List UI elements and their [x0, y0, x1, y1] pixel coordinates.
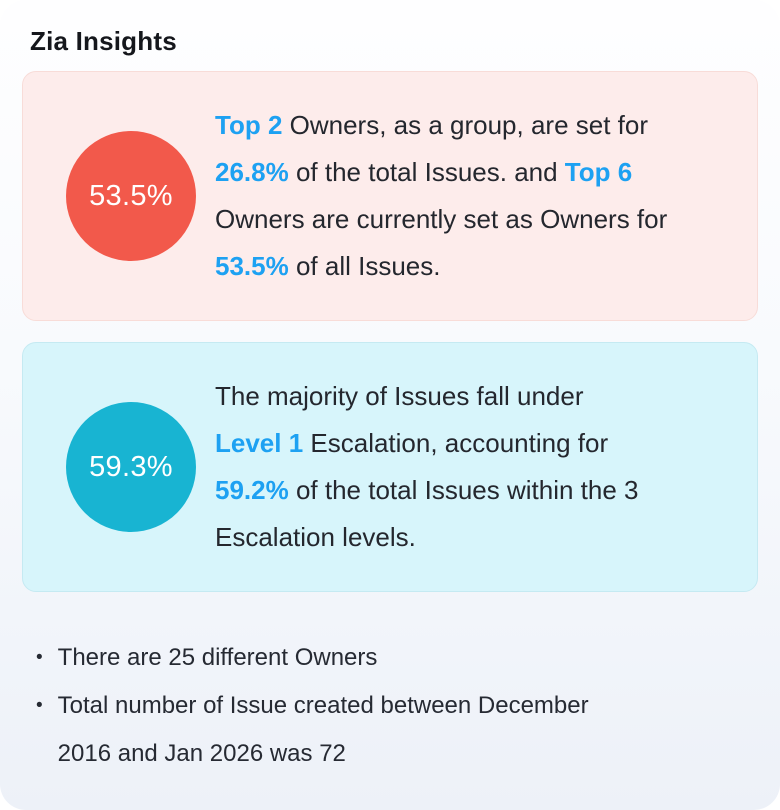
bullet-dot-icon: •	[36, 647, 43, 668]
escalation-percent-value: 59.3%	[89, 450, 173, 483]
plain-text: Escalation levels.	[215, 522, 416, 552]
bullet-item: • Total number of Issue created between D…	[36, 682, 780, 778]
highlight-text: Level 1	[215, 428, 304, 458]
insight-card-escalation: 59.3% The majority of Issues fall under L…	[22, 342, 758, 592]
summary-bullet-list: • There are 25 different Owners • Total num…	[0, 634, 780, 778]
bullet-text: Total number of Issue created between De…	[57, 692, 589, 767]
insight-card-owners: 53.5% Top 2 Owners, as a group, are set …	[22, 71, 758, 321]
plain-text: Owners are currently set as Owners for	[215, 204, 668, 234]
highlight-text: 26.8%	[215, 157, 289, 187]
page-title: Zia Insights	[30, 26, 177, 56]
owners-insight-text: Top 2 Owners, as a group, are set for 26.…	[215, 102, 755, 290]
plain-text: of the total Issues within the 3	[288, 475, 639, 505]
plain-text: Escalation, accounting for	[303, 428, 609, 458]
bullet-item: • There are 25 different Owners	[36, 634, 780, 682]
escalation-insight-text: The majority of Issues fall under Level 1…	[215, 373, 755, 561]
highlight-text: 53.5%	[215, 251, 289, 281]
owners-percent-value: 53.5%	[89, 179, 173, 212]
bullet-text: There are 25 different Owners	[57, 644, 378, 671]
highlight-text: 59.2%	[215, 475, 289, 505]
bullet-dot-icon: •	[36, 695, 43, 716]
plain-text: Owners, as a group, are set for	[282, 110, 649, 140]
plain-text: of all Issues.	[288, 251, 441, 281]
plain-text: The majority of Issues fall under	[215, 381, 584, 411]
plain-text: of the total Issues. and	[288, 157, 565, 187]
highlight-text: Top 6	[564, 157, 633, 187]
owners-percent-badge: 53.5%	[66, 131, 196, 261]
escalation-percent-badge: 59.3%	[66, 402, 196, 532]
highlight-text: Top 2	[215, 110, 283, 140]
